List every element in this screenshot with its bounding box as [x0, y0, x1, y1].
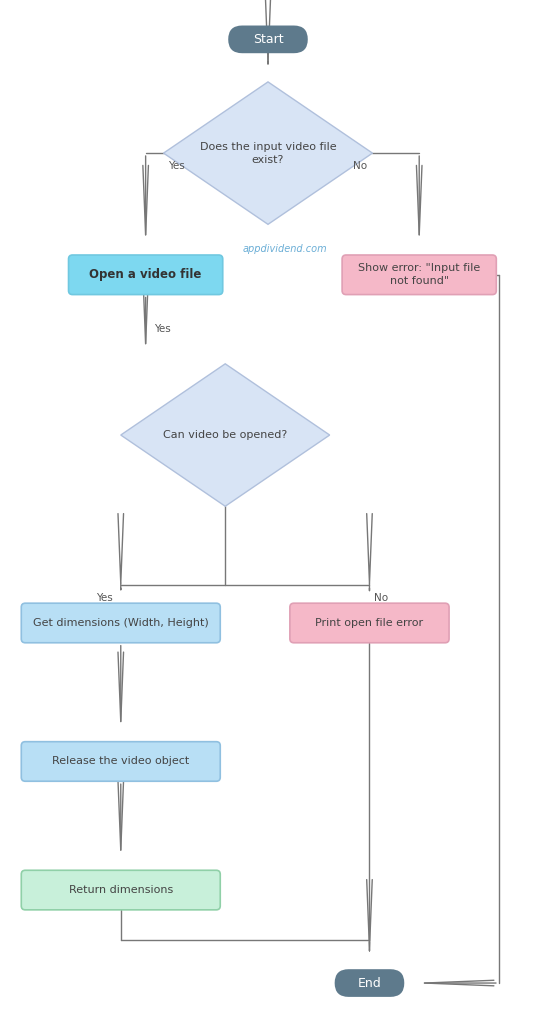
Text: Yes: Yes: [168, 161, 185, 171]
Text: End: End: [358, 977, 381, 989]
Text: No: No: [375, 593, 389, 603]
Text: Does the input video file
exist?: Does the input video file exist?: [200, 141, 336, 165]
Text: Yes: Yes: [96, 593, 113, 603]
Polygon shape: [163, 82, 373, 224]
FancyBboxPatch shape: [21, 741, 220, 781]
Text: Open a video file: Open a video file: [90, 268, 202, 282]
FancyBboxPatch shape: [21, 603, 220, 643]
Text: Print open file error: Print open file error: [315, 617, 423, 628]
Text: Get dimensions (Width, Height): Get dimensions (Width, Height): [33, 617, 209, 628]
FancyBboxPatch shape: [342, 255, 496, 295]
Polygon shape: [121, 364, 330, 506]
Text: Yes: Yes: [154, 325, 170, 334]
FancyBboxPatch shape: [21, 870, 220, 910]
Text: No: No: [353, 161, 368, 171]
Text: appdividend.com: appdividend.com: [243, 244, 327, 254]
Text: Can video be opened?: Can video be opened?: [163, 430, 287, 440]
Text: Release the video object: Release the video object: [52, 757, 189, 767]
Text: Show error: "Input file
not found": Show error: "Input file not found": [358, 263, 480, 287]
FancyBboxPatch shape: [228, 26, 308, 53]
FancyBboxPatch shape: [334, 969, 404, 997]
FancyBboxPatch shape: [69, 255, 223, 295]
Text: Return dimensions: Return dimensions: [69, 885, 173, 895]
Text: Start: Start: [252, 33, 284, 46]
FancyBboxPatch shape: [290, 603, 449, 643]
